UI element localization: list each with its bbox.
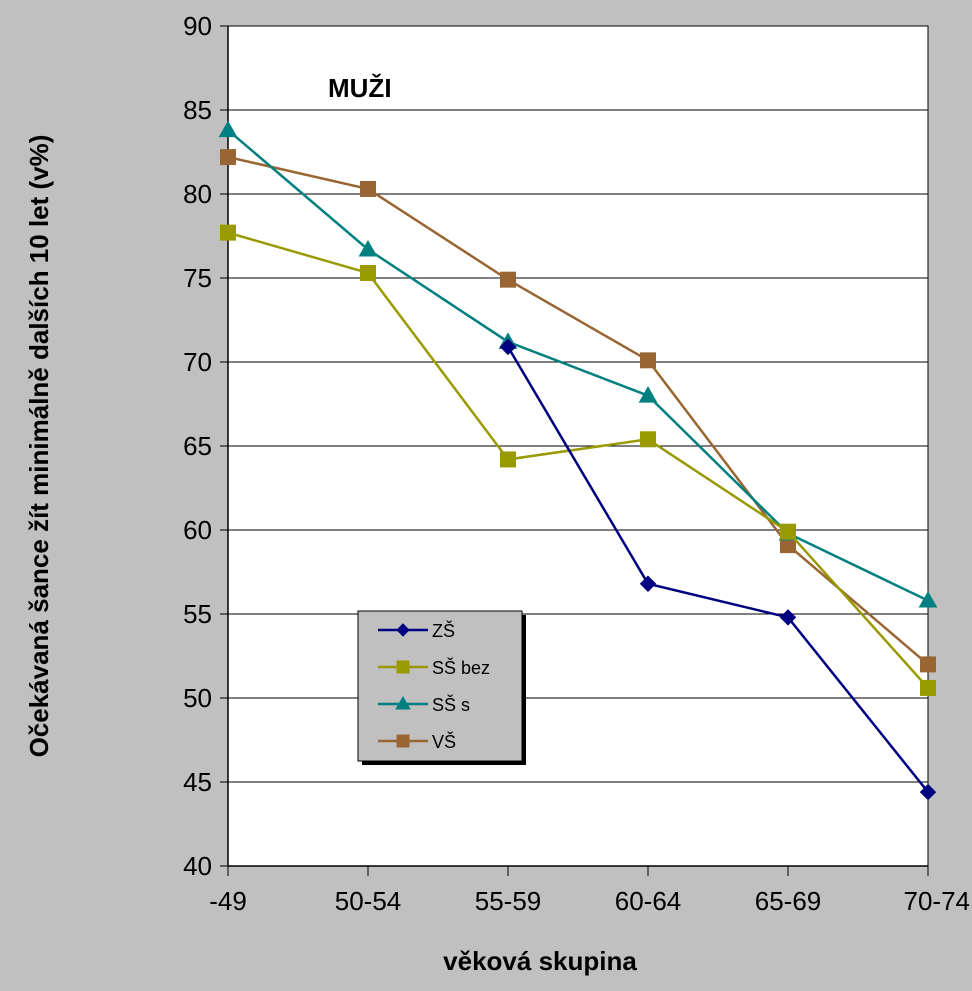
y-axis-title: Očekávaná šance žít minimálně dalších 10…	[24, 135, 54, 758]
data-point	[360, 180, 376, 197]
legend-label: SŠ bez	[432, 657, 490, 678]
x-tick-label: -49	[209, 886, 247, 916]
y-tick-label: 50	[183, 683, 212, 713]
data-point	[920, 656, 936, 673]
y-tick-label: 40	[183, 851, 212, 881]
data-point	[639, 575, 657, 592]
chart-annotation: MUŽI	[328, 73, 392, 103]
x-tick-label: 65-69	[755, 886, 822, 916]
y-tick-label: 65	[183, 431, 212, 461]
x-tick-label: 70-74	[904, 886, 971, 916]
data-point	[358, 239, 378, 257]
y-tick-label: 45	[183, 767, 212, 797]
data-point	[500, 451, 516, 468]
legend-marker	[396, 734, 410, 748]
data-point	[920, 679, 936, 696]
y-tick-label: 90	[183, 11, 212, 41]
y-tick-label: 80	[183, 179, 212, 209]
series-3	[220, 149, 936, 673]
series-line	[506, 346, 929, 793]
legend: ZŠ SŠ bez SŠ s VŠ	[357, 610, 526, 765]
x-tick-label: 55-59	[475, 886, 542, 916]
data-point	[220, 224, 236, 241]
legend-item: SŠ s	[378, 694, 470, 715]
data-point	[638, 386, 658, 403]
y-tick-label: 55	[183, 599, 212, 629]
data-point	[779, 609, 797, 626]
x-tick-label: 50-54	[335, 886, 402, 916]
y-tick-label: 60	[183, 515, 212, 545]
data-point	[919, 783, 937, 801]
y-tick-labels: 40 45 50 55 60 65 70 75 80 85 90	[183, 11, 212, 881]
legend-box	[357, 610, 523, 762]
legend-label: VŠ	[432, 731, 456, 752]
legend-item: VŠ	[378, 731, 456, 752]
data-point	[640, 352, 656, 369]
legend-marker	[396, 623, 410, 637]
axes	[227, 26, 929, 876]
data-point	[220, 149, 236, 166]
x-tick-labels: -49 50-54 55-59 60-64 65-69 70-74	[209, 886, 970, 916]
y-tick-label: 75	[183, 263, 212, 293]
y-tick-label: 85	[183, 95, 212, 125]
series-line	[227, 155, 929, 666]
x-axis-title: věková skupina	[443, 946, 637, 976]
series-line	[227, 231, 929, 689]
y-tick-label: 70	[183, 347, 212, 377]
data-point	[780, 523, 796, 540]
data-point	[218, 120, 238, 138]
legend-marker	[395, 696, 411, 710]
data-point	[500, 271, 516, 288]
series-0	[499, 338, 937, 801]
series	[218, 120, 938, 801]
legend-item: ZŠ	[378, 620, 455, 641]
data-point	[918, 591, 938, 608]
data-point	[360, 264, 376, 281]
x-tick-label: 60-64	[615, 886, 682, 916]
legend-marker	[396, 660, 410, 674]
legend-label: SŠ s	[432, 694, 470, 715]
series-line	[227, 129, 929, 602]
legend-item: SŠ bez	[378, 657, 490, 678]
legend-label: ZŠ	[432, 620, 455, 641]
series-1	[220, 224, 936, 696]
data-point	[640, 431, 656, 448]
data-point	[499, 338, 517, 356]
